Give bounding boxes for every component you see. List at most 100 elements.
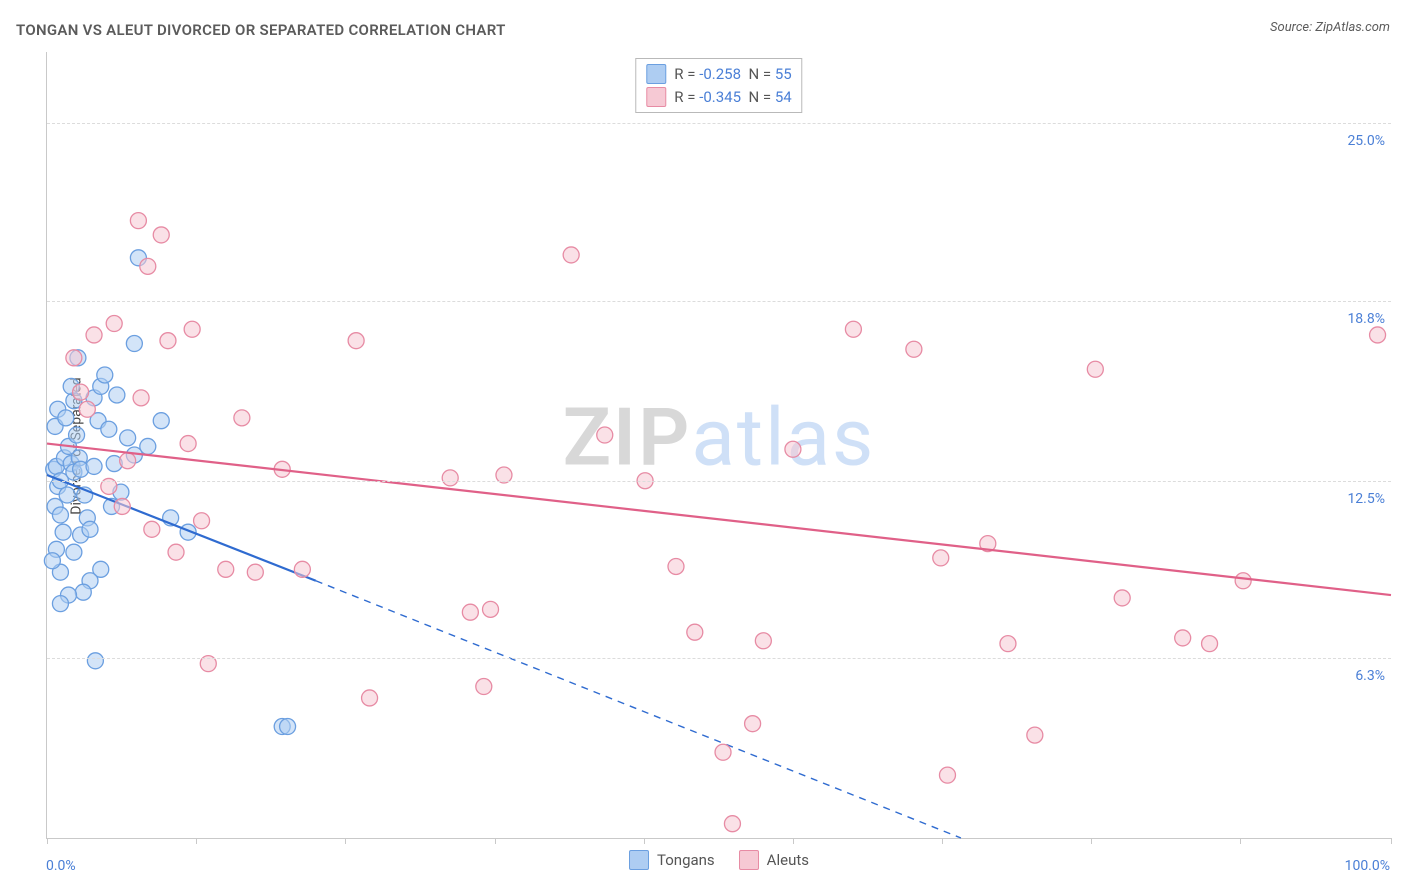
scatter-point xyxy=(44,553,60,569)
scatter-point xyxy=(745,716,761,732)
scatter-point xyxy=(933,550,949,566)
scatter-point xyxy=(1175,630,1191,646)
scatter-point xyxy=(79,401,95,417)
scatter-point xyxy=(101,421,117,437)
scatter-point xyxy=(194,513,210,529)
scatter-point xyxy=(1087,361,1103,377)
y-tick-label: 18.8% xyxy=(1347,311,1385,327)
legend-item-tongans: Tongans xyxy=(629,850,715,870)
source-label: Source: ZipAtlas.com xyxy=(1270,20,1390,35)
scatter-point xyxy=(109,387,125,403)
stats-row-aleuts: R = -0.345 N = 54 xyxy=(646,86,791,109)
scatter-point xyxy=(1235,573,1251,589)
scatter-point xyxy=(97,367,113,383)
scatter-point xyxy=(75,584,91,600)
scatter-point xyxy=(1202,636,1218,652)
swatch-aleuts xyxy=(646,87,666,107)
scatter-point xyxy=(140,258,156,274)
x-axis-min: 0.0% xyxy=(46,858,76,874)
scatter-point xyxy=(294,561,310,577)
scatter-point xyxy=(52,507,68,523)
bottom-legend: Tongans Aleuts xyxy=(629,850,809,870)
scatter-point xyxy=(1114,590,1130,606)
scatter-point xyxy=(82,521,98,537)
scatter-point xyxy=(144,521,160,537)
scatter-point xyxy=(168,544,184,560)
x-tick xyxy=(196,838,197,844)
scatter-point xyxy=(218,561,234,577)
scatter-point xyxy=(668,558,684,574)
x-tick xyxy=(1091,838,1092,844)
chart-title: TONGAN VS ALEUT DIVORCED OR SEPARATED CO… xyxy=(16,21,506,39)
scatter-point xyxy=(69,427,85,443)
scatter-point xyxy=(715,744,731,760)
x-tick xyxy=(47,838,48,844)
scatter-point xyxy=(442,470,458,486)
x-tick xyxy=(942,838,943,844)
scatter-point xyxy=(1000,636,1016,652)
scatter-point xyxy=(280,719,296,735)
stats-row-tongans: R = -0.258 N = 55 xyxy=(646,63,791,86)
scatter-point xyxy=(160,333,176,349)
scatter-point xyxy=(687,624,703,640)
scatter-point xyxy=(130,213,146,229)
y-tick-label: 12.5% xyxy=(1347,491,1385,507)
swatch-aleuts-legend xyxy=(739,850,759,870)
scatter-point xyxy=(483,601,499,617)
chart-area: ZIPatlas R = -0.258 N = 55 R = -0.345 N … xyxy=(46,52,1391,839)
scatter-point xyxy=(184,321,200,337)
scatter-point xyxy=(247,564,263,580)
scatter-point xyxy=(86,327,102,343)
scatter-point xyxy=(906,341,922,357)
scatter-point xyxy=(724,816,740,832)
scatter-point xyxy=(73,384,89,400)
stats-box: R = -0.258 N = 55 R = -0.345 N = 54 xyxy=(635,58,802,113)
gridline xyxy=(47,481,1391,482)
plot-svg xyxy=(47,52,1391,838)
gridline xyxy=(47,301,1391,302)
gridline xyxy=(47,123,1391,124)
scatter-point xyxy=(785,441,801,457)
scatter-point xyxy=(563,247,579,263)
swatch-tongans xyxy=(646,64,666,84)
legend-item-aleuts: Aleuts xyxy=(739,850,809,870)
scatter-point xyxy=(87,653,103,669)
scatter-point xyxy=(126,336,142,352)
scatter-point xyxy=(86,458,102,474)
x-axis-max: 100.0% xyxy=(1345,858,1390,874)
gridline xyxy=(47,658,1391,659)
scatter-point xyxy=(120,453,136,469)
scatter-point xyxy=(114,498,130,514)
scatter-point xyxy=(59,487,75,503)
scatter-point xyxy=(597,427,613,443)
scatter-point xyxy=(362,690,378,706)
scatter-point xyxy=(462,604,478,620)
scatter-point xyxy=(52,596,68,612)
x-tick xyxy=(495,838,496,844)
scatter-point xyxy=(234,410,250,426)
scatter-point xyxy=(133,390,149,406)
y-tick-label: 25.0% xyxy=(1347,133,1385,149)
x-tick xyxy=(1240,838,1241,844)
scatter-point xyxy=(55,524,71,540)
y-tick-label: 6.3% xyxy=(1355,668,1385,684)
x-tick xyxy=(1391,838,1392,844)
x-tick xyxy=(345,838,346,844)
scatter-point xyxy=(939,767,955,783)
scatter-point xyxy=(180,436,196,452)
scatter-point xyxy=(153,413,169,429)
scatter-point xyxy=(140,438,156,454)
scatter-point xyxy=(845,321,861,337)
swatch-tongans-legend xyxy=(629,850,649,870)
scatter-point xyxy=(153,227,169,243)
scatter-point xyxy=(120,430,136,446)
scatter-point xyxy=(1027,727,1043,743)
scatter-point xyxy=(755,633,771,649)
scatter-point xyxy=(106,316,122,332)
scatter-point xyxy=(66,544,82,560)
scatter-point xyxy=(66,350,82,366)
x-tick xyxy=(793,838,794,844)
scatter-point xyxy=(1370,327,1386,343)
x-tick xyxy=(644,838,645,844)
scatter-point xyxy=(58,410,74,426)
